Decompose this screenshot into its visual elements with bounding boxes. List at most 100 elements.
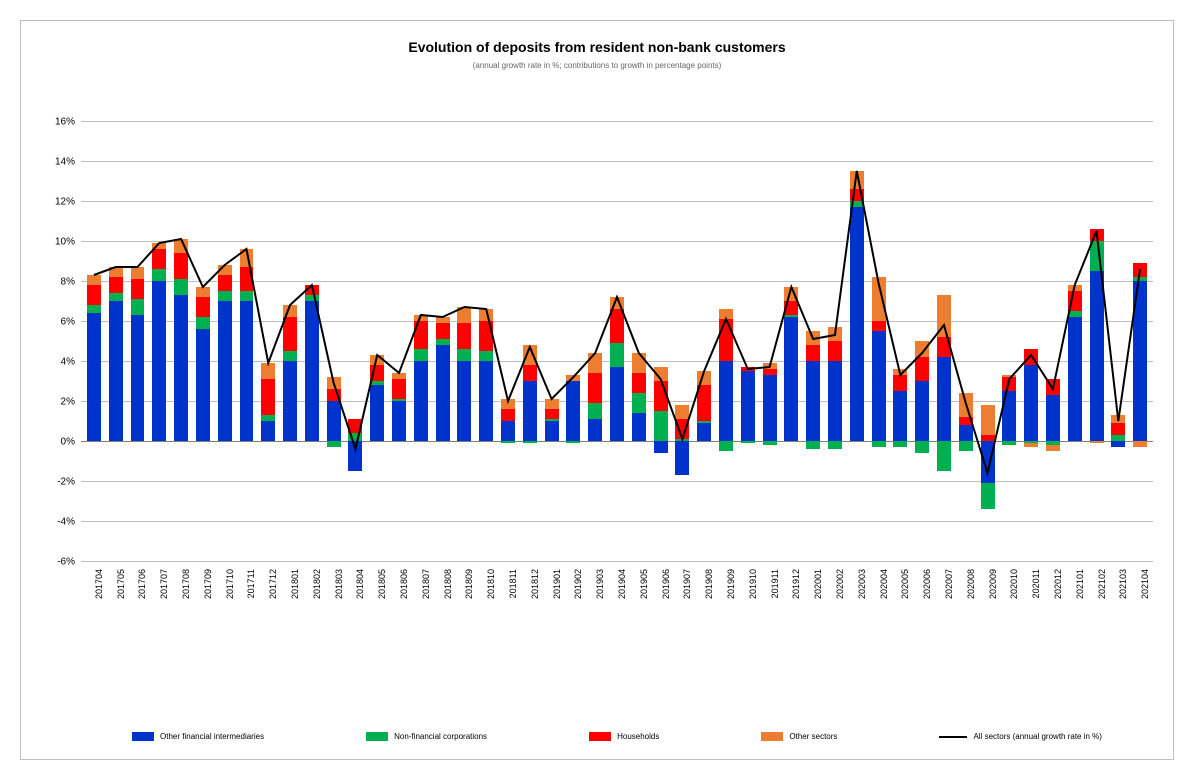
- bar-segment-ofi: [1046, 395, 1060, 441]
- bar-segment-ofi: [131, 315, 145, 441]
- x-tick: 202010: [998, 565, 1020, 645]
- bar-slot: [432, 121, 454, 561]
- bar-segment-oth: [719, 309, 733, 319]
- bar-slot: [323, 121, 345, 561]
- bar-slot: [1086, 121, 1108, 561]
- bar-slot: [279, 121, 301, 561]
- bar-segment-nfc: [414, 349, 428, 361]
- bar-slot: [584, 121, 606, 561]
- bar-segment-oth: [610, 297, 624, 309]
- bar-segment-ofi: [218, 301, 232, 441]
- bar-segment-oth: [632, 353, 646, 373]
- bar-segment-nfc: [784, 315, 798, 317]
- x-tick: 201705: [105, 565, 127, 645]
- x-tick: 201804: [345, 565, 367, 645]
- bar-segment-oth: [414, 315, 428, 321]
- bar-slot: [214, 121, 236, 561]
- bar-segment-hh: [283, 317, 297, 351]
- bar-slot: [105, 121, 127, 561]
- bar-slot: [998, 121, 1020, 561]
- bar-slot: [889, 121, 911, 561]
- bar-segment-ofi: [763, 375, 777, 441]
- x-tick-label: 202003: [857, 569, 867, 599]
- legend-item: Non-financial corporations: [366, 732, 487, 741]
- legend-item: All sectors (annual growth rate in %): [939, 732, 1102, 741]
- x-tick: 201812: [519, 565, 541, 645]
- gridline: -6%: [81, 561, 1153, 562]
- x-tick: 202009: [977, 565, 999, 645]
- x-tick-label: 201909: [726, 569, 736, 599]
- x-tick: 202104: [1129, 565, 1151, 645]
- bar-segment-oth: [436, 317, 450, 323]
- bar-segment-nfc: [305, 295, 319, 301]
- x-tick-label: 202009: [988, 569, 998, 599]
- bar-segment-oth: [675, 405, 689, 419]
- bar-slot: [606, 121, 628, 561]
- bar-segment-nfc: [348, 433, 362, 441]
- x-tick-label: 202007: [944, 569, 954, 599]
- bar-slot: [911, 121, 933, 561]
- x-tick-label: 201710: [225, 569, 235, 599]
- legend-label: Other financial intermediaries: [160, 732, 264, 741]
- bar-segment-hh: [523, 365, 537, 381]
- bar-segment-nfc: [828, 441, 842, 449]
- bar-slot: [236, 121, 258, 561]
- bar-segment-ofi: [545, 421, 559, 441]
- bar-segment-hh: [719, 319, 733, 361]
- bar-slot: [475, 121, 497, 561]
- x-tick-label: 201901: [552, 569, 562, 599]
- x-tick: 201906: [650, 565, 672, 645]
- bar-segment-hh: [872, 321, 886, 331]
- x-tick: 202002: [824, 565, 846, 645]
- bar-segment-nfc: [261, 415, 275, 421]
- bar-slot: [257, 121, 279, 561]
- y-tick-label: 2%: [61, 397, 75, 408]
- bar-segment-nfc: [872, 441, 886, 447]
- bar-segment-nfc: [610, 343, 624, 367]
- bar-slot: [737, 121, 759, 561]
- bar-segment-ofi: [915, 381, 929, 441]
- bar-segment-hh: [1002, 377, 1016, 391]
- x-tick: 201905: [628, 565, 650, 645]
- x-tick-label: 201712: [268, 569, 278, 599]
- x-tick-label: 201906: [661, 569, 671, 599]
- bar-segment-ofi: [327, 401, 341, 441]
- x-tick: 201712: [257, 565, 279, 645]
- bar-segment-oth: [109, 267, 123, 277]
- bar-segment-nfc: [218, 291, 232, 301]
- bar-slot: [388, 121, 410, 561]
- bar-segment-ofi: [610, 367, 624, 441]
- x-tick-label: 201704: [94, 569, 104, 599]
- bar-segment-nfc: [1111, 435, 1125, 441]
- bar-segment-nfc: [370, 381, 384, 385]
- x-tick-label: 201802: [312, 569, 322, 599]
- bar-segment-nfc: [893, 441, 907, 447]
- plot-area: -6%-4%-2%0%2%4%6%8%10%12%14%16%: [81, 121, 1153, 561]
- y-tick-label: 10%: [55, 237, 75, 248]
- x-tick-label: 202102: [1097, 569, 1107, 599]
- bar-segment-oth: [828, 327, 842, 341]
- x-tick-label: 201801: [290, 569, 300, 599]
- legend-label: All sectors (annual growth rate in %): [973, 732, 1102, 741]
- bar-segment-hh: [1133, 263, 1147, 277]
- legend-item: Other financial intermediaries: [132, 732, 264, 741]
- bar-segment-oth: [479, 309, 493, 321]
- bar-slot: [1064, 121, 1086, 561]
- legend-swatch: [939, 736, 967, 738]
- bar-slot: [846, 121, 868, 561]
- bar-segment-hh: [218, 275, 232, 291]
- bar-segment-oth: [806, 331, 820, 345]
- bar-segment-ofi: [479, 361, 493, 441]
- bar-slot: [345, 121, 367, 561]
- bar-segment-nfc: [523, 441, 537, 443]
- x-tick-label: 201709: [203, 569, 213, 599]
- chart-title: Evolution of deposits from resident non-…: [21, 21, 1173, 55]
- bar-segment-ofi: [152, 281, 166, 441]
- bar-segment-oth: [501, 399, 515, 409]
- bar-segment-oth: [370, 355, 384, 365]
- bar-segment-nfc: [566, 441, 580, 443]
- bar-slot: [519, 121, 541, 561]
- bar-segment-oth: [850, 171, 864, 189]
- bar-segment-nfc: [109, 293, 123, 301]
- bar-slot: [628, 121, 650, 561]
